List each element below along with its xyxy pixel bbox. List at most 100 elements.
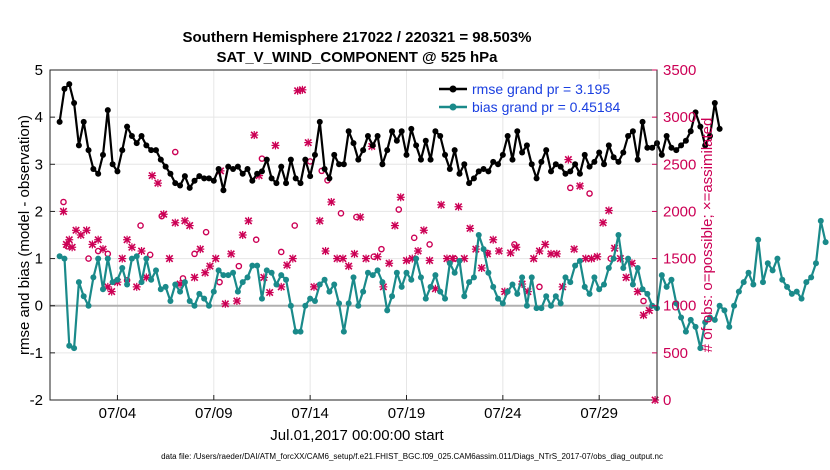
bias-series-point — [552, 293, 559, 300]
rmse-series-point — [697, 123, 704, 130]
assimilated-obs-marker — [541, 240, 550, 249]
rmse-series-point — [379, 161, 386, 168]
possible-obs-marker — [395, 206, 403, 213]
rmse-series-point — [692, 109, 699, 116]
bias-series-point — [788, 290, 795, 297]
assimilated-obs-marker — [414, 247, 423, 256]
bias-series-point — [557, 300, 564, 307]
rmse-series-point — [273, 180, 280, 187]
rmse-series-point — [287, 156, 294, 163]
assimilated-obs-marker — [599, 218, 608, 227]
possible-obs-marker — [171, 148, 179, 156]
rmse-series-point — [548, 168, 555, 175]
bias-series-point — [239, 279, 246, 286]
bias-series-point — [326, 288, 333, 295]
bias-series-point — [490, 283, 497, 290]
rmse-series-point — [562, 170, 569, 177]
bias-series-point — [355, 302, 362, 309]
rmse-series-point — [360, 147, 367, 154]
y-tick-label-left: 3 — [35, 156, 43, 173]
bias-series-point — [104, 255, 111, 262]
bias-series-point — [71, 345, 78, 352]
rmse-series-point — [374, 133, 381, 139]
rmse-series-point — [220, 187, 227, 194]
bias-series-point — [278, 272, 285, 279]
rmse-series-point — [152, 147, 159, 154]
bias-series-point — [629, 281, 636, 288]
rmse-series-point — [340, 161, 347, 168]
bias-series-point — [808, 274, 815, 281]
assimilated-obs-marker — [221, 299, 230, 308]
rmse-series-point — [167, 170, 174, 177]
rmse-series-point — [504, 133, 511, 139]
assimilated-obs-marker — [304, 138, 313, 147]
bias-series-point — [364, 269, 371, 276]
bias-series-point — [336, 300, 343, 307]
bias-series-point — [80, 293, 87, 300]
x-axis-label: Jul.01,2017 00:00:00 start — [270, 427, 444, 444]
rmse-series-point — [355, 156, 362, 163]
bias-series-point — [605, 265, 612, 271]
rmse-series-point — [682, 137, 689, 144]
footer-filename: data file: /Users/raeder/DAI/ATM_forcXX/… — [161, 452, 663, 461]
bias-series-point — [615, 232, 622, 238]
rmse-series-point — [124, 123, 131, 130]
bias-series-point — [793, 288, 800, 295]
rmse-series-point — [446, 166, 453, 172]
rmse-series-point — [326, 175, 333, 182]
bias-series-point — [562, 274, 569, 281]
y-tick-label-left: -2 — [30, 392, 43, 409]
rmse-series-point — [114, 168, 121, 175]
assimilated-obs-marker — [362, 254, 371, 263]
bias-series-point — [601, 281, 608, 288]
bias-series-point — [697, 345, 704, 352]
bias-series-point — [576, 257, 583, 264]
assimilated-obs-marker — [132, 282, 141, 291]
bias-series-point — [254, 262, 261, 269]
assimilated-obs-marker — [309, 282, 318, 291]
bias-series-point — [162, 283, 169, 290]
rmse-series-point — [408, 125, 415, 132]
rmse-series-point — [663, 133, 670, 139]
y-axis-label-left: rmse and bias (model - observation) — [16, 115, 33, 355]
x-tick-label: 07/09 — [195, 405, 233, 422]
assimilated-obs-marker — [645, 306, 654, 315]
assimilated-obs-marker — [137, 247, 146, 256]
bias-series-point — [673, 300, 680, 307]
bias-series-point — [485, 269, 492, 276]
rmse-series-point — [711, 100, 718, 106]
chart-subtitle: SAT_V_WIND_COMPONENT @ 525 hPa — [216, 49, 498, 66]
x-tick-label: 07/14 — [291, 405, 329, 422]
rmse-series-point — [297, 180, 304, 187]
bias-series-point — [548, 302, 555, 309]
rmse-series-point — [99, 151, 106, 158]
assimilated-obs-marker — [356, 213, 365, 222]
assimilated-obs-marker — [547, 249, 556, 258]
rmse-series-point — [470, 175, 477, 182]
bias-series-point — [389, 293, 396, 300]
assimilated-obs-marker — [82, 226, 91, 235]
assimilated-obs-marker — [211, 254, 220, 263]
assimilated-obs-marker — [529, 254, 538, 263]
rmse-series-point — [66, 81, 73, 88]
bias-series-point — [755, 236, 762, 243]
rmse-series-point — [302, 156, 309, 163]
bias-series-point — [711, 316, 718, 323]
bias-series-point — [610, 255, 617, 262]
rmse-series-point — [85, 147, 92, 154]
rmse-series-point — [215, 166, 222, 172]
rmse-series-point — [191, 177, 198, 184]
rmse-series-point — [601, 161, 608, 168]
assimilated-obs-marker — [244, 216, 253, 225]
rmse-series-point — [639, 118, 646, 125]
bias-series-point — [379, 279, 386, 286]
possible-obs-marker — [252, 236, 260, 244]
y-tick-label-right: 3500 — [663, 62, 696, 79]
rmse-series-point — [586, 163, 593, 170]
bias-series-point — [591, 274, 598, 281]
rmse-series-point — [649, 144, 656, 151]
rmse-series-point — [716, 125, 723, 132]
bias-series-point — [706, 314, 713, 321]
y-tick-label-right: 500 — [663, 345, 688, 362]
